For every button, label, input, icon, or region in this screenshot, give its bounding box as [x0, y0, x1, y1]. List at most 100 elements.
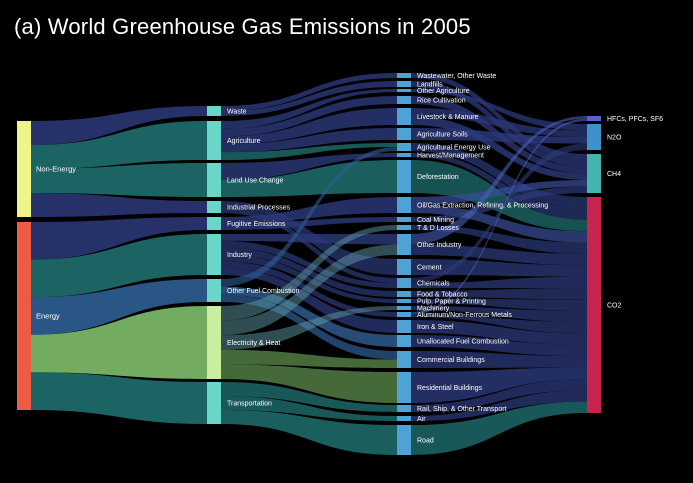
- flow-fugitive-to-coal: [221, 217, 397, 230]
- label-commercial: Commercial Buildings: [417, 357, 485, 364]
- flow-links: [31, 73, 587, 455]
- node-n2o: [587, 124, 601, 150]
- label-td-losses: T & D Losses: [417, 225, 459, 232]
- flow-agriculture-to-ag_soils: [221, 128, 397, 153]
- label-residential: Residential Buildings: [417, 385, 482, 392]
- flow-electricity-to-residential: [221, 364, 397, 403]
- label-land-use: Land Use Change: [227, 178, 284, 185]
- label-ag-energy: Agricultural Energy Use: [417, 145, 491, 152]
- flow-iron-to-co2: [411, 320, 587, 345]
- flow-energy-to-electricity: [31, 306, 207, 379]
- flow-machinery-to-co2: [411, 306, 587, 323]
- node-deforestation: [397, 160, 411, 193]
- label-deforestation: Deforestation: [417, 174, 459, 181]
- node-machinery: [397, 306, 411, 310]
- flow-chemicals-to-n2o: [411, 143, 587, 283]
- label-fugitive: Fugitive Emissions: [227, 221, 286, 228]
- label-air: Air: [417, 416, 426, 423]
- node-livestock: [397, 108, 411, 125]
- node-cement: [397, 259, 411, 275]
- flow-other_industry-to-hfcs: [411, 116, 587, 245]
- node-harvest: [397, 153, 411, 157]
- flow-cement-to-co2: [411, 259, 587, 277]
- label-rail: Rail, Ship, & Other Transport: [417, 406, 507, 413]
- label-chemicals: Chemicals: [417, 281, 450, 288]
- page-title: (a) World Greenhouse Gas Emissions in 20…: [14, 14, 471, 39]
- flow-agriculture-to-other_ag: [221, 89, 397, 129]
- label-hfcs: HFCs, PFCs, SF6: [607, 116, 663, 123]
- flow-transportation-to-air: [221, 396, 397, 421]
- flow-food-to-co2: [411, 287, 587, 300]
- node-agriculture: [207, 121, 221, 160]
- label-co2: CO2: [607, 303, 622, 310]
- flow-coal-to-ch4: [411, 186, 587, 222]
- label-other-fuel: Other Fuel Combustion: [227, 288, 299, 295]
- flow-electricity-to-td_losses: [221, 225, 397, 321]
- label-wastewater: Wastewater, Other Waste: [417, 73, 496, 80]
- node-labels: Non-Energy Energy Waste Agriculture Land Use…: [36, 73, 663, 445]
- label-non-energy: Non-Energy: [36, 165, 76, 174]
- node-food: [397, 291, 411, 297]
- flow-livestock-to-ch4: [411, 116, 587, 180]
- node-rice: [397, 96, 411, 104]
- flow-non_energy-to-industrial: [31, 193, 207, 217]
- flow-aluminum-to-hfcs: [411, 118, 587, 315]
- label-waste: Waste: [227, 109, 247, 116]
- flow-road-to-co2: [411, 401, 587, 455]
- node-other-industry: [397, 234, 411, 255]
- label-energy: Energy: [36, 312, 60, 321]
- label-n2o: N2O: [607, 135, 622, 142]
- flow-non_energy-to-land_use: [31, 163, 207, 197]
- flow-rail-to-co2: [411, 378, 587, 412]
- flow-residential-to-co2: [411, 367, 587, 403]
- node-energy: [17, 222, 31, 410]
- flow-commercial-to-co2: [411, 351, 587, 368]
- label-ag-soils: Agriculture Soils: [417, 132, 468, 139]
- label-food: Food & Tobacco: [417, 292, 468, 299]
- flow-chemicals-to-co2: [411, 276, 587, 288]
- flow-industrial-to-chemicals: [221, 207, 397, 283]
- label-transportation: Transportation: [227, 401, 272, 408]
- label-unallocated: Unallocated Fuel Combustion: [417, 339, 509, 346]
- flow-wastewater-to-ch4: [411, 73, 587, 161]
- node-wastewater: [397, 73, 411, 78]
- node-industry: [207, 234, 221, 275]
- flow-industry-to-iron: [221, 268, 397, 333]
- flow-industry-to-pulp: [221, 254, 397, 303]
- label-other-industry: Other Industry: [417, 242, 462, 249]
- flow-energy-to-other_fuel: [31, 279, 207, 335]
- label-harvest: Harvest/Management: [417, 153, 484, 160]
- label-iron: Iron & Steel: [417, 324, 454, 331]
- node-coal: [397, 217, 411, 222]
- flow-electricity-to-other_industry: [221, 244, 397, 336]
- node-ch4: [587, 154, 601, 193]
- flow-energy-to-industry: [31, 234, 207, 298]
- node-iron: [397, 320, 411, 333]
- node-other-ag: [397, 89, 411, 92]
- node-road: [397, 425, 411, 455]
- flow-land_use-to-harvest: [221, 153, 397, 180]
- node-pulp: [397, 299, 411, 303]
- node-chemicals: [397, 278, 411, 288]
- flow-other_fuel-to-unallocated: [221, 286, 397, 347]
- flow-agriculture-to-livestock: [221, 108, 397, 145]
- node-air: [397, 416, 411, 421]
- label-landfills: Landfills: [417, 82, 443, 89]
- label-ch4: CH4: [607, 171, 621, 178]
- node-residential: [397, 372, 411, 403]
- flow-air-to-co2: [411, 390, 587, 421]
- node-other-fuel: [207, 279, 221, 302]
- node-industrial: [207, 201, 221, 213]
- flow-unallocated-to-co2: [411, 335, 587, 357]
- label-cement: Cement: [417, 265, 442, 272]
- label-oil-gas: Oil/Gas Extraction, Refining, & Processi…: [417, 203, 548, 210]
- node-land-use: [207, 163, 221, 197]
- label-industry: Industry: [227, 252, 252, 259]
- node-oil-gas: [397, 197, 411, 213]
- label-aluminum: Aluminum/Non-Ferrous Metals: [417, 312, 512, 319]
- node-fugitive: [207, 217, 221, 230]
- flow-aluminum-to-co2: [411, 314, 587, 334]
- label-machinery: Machinery: [417, 306, 450, 313]
